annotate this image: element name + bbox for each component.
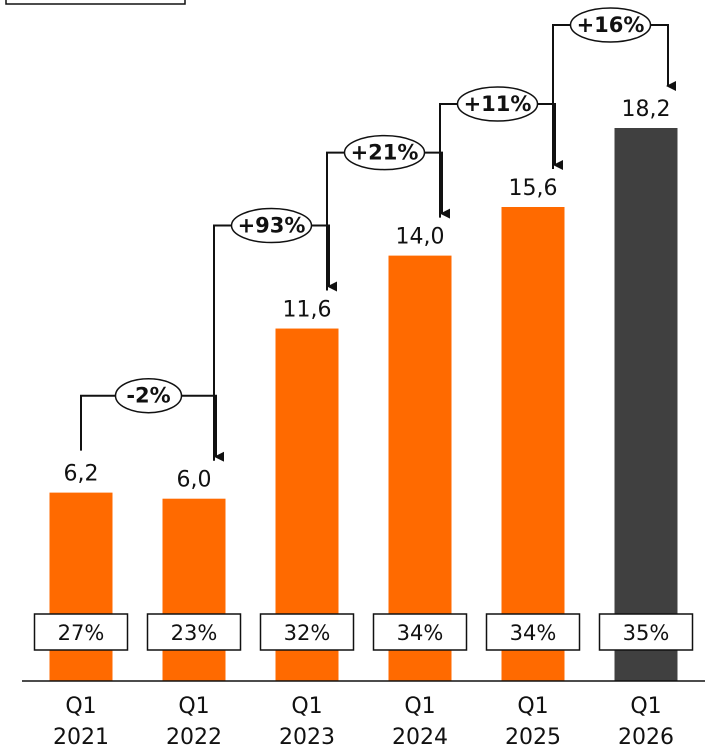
bar [49,492,113,681]
x-tick-label: 2022 [166,725,222,750]
growth-bubble [569,7,652,43]
growth-bubble [343,134,426,171]
share-box [598,613,694,651]
share-label: 34% [397,621,444,645]
x-tick-label: 2021 [53,725,109,750]
share-box [259,613,355,651]
growth-label: +21% [351,141,419,165]
bar [162,498,226,681]
bar [388,255,452,681]
x-tick-label: 2026 [618,725,674,750]
x-tick-label: Q1 [517,694,548,719]
data-label: 11,6 [283,298,332,323]
data-label: 15,6 [509,176,558,201]
x-tick-label: 2025 [505,725,561,750]
x-tick-label: 2024 [392,725,448,750]
growth-label: +16% [577,13,645,37]
growth-label: -2% [126,384,170,408]
share-label: 35% [623,621,670,645]
data-label: 18,2 [622,97,671,122]
x-tick-label: Q1 [65,694,96,719]
growth-label: +93% [238,214,306,238]
data-label: 14,0 [396,225,445,250]
growth-bubble [456,86,539,122]
data-label: 6,2 [64,462,99,487]
bar [614,128,678,681]
data-label: 6,0 [177,468,212,493]
x-tick-label: Q1 [404,694,435,719]
growth-label: +11% [464,92,532,116]
legend-box-fragment [5,0,186,5]
x-tick-label: Q1 [630,694,661,719]
share-box [33,613,129,651]
share-label: 32% [284,621,331,645]
growth-bubble [114,377,183,414]
x-tick-label: 2023 [279,725,335,750]
share-box [146,613,242,651]
share-label: 34% [510,621,557,645]
growth-bubble [230,207,313,244]
share-box [372,613,468,651]
x-tick-label: Q1 [291,694,322,719]
bar [501,207,565,681]
x-tick-label: Q1 [178,694,209,719]
share-label: 23% [171,621,218,645]
share-label: 27% [58,621,105,645]
share-box [485,613,581,651]
